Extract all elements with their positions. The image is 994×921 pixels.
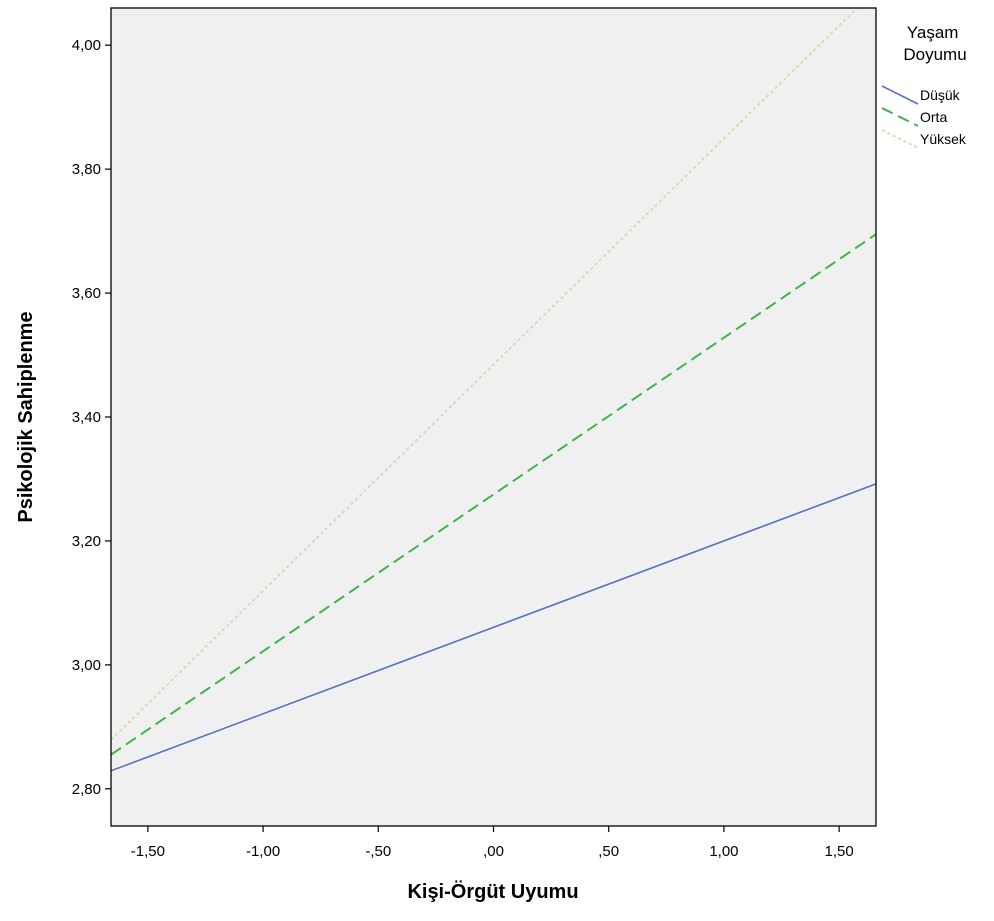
y-axis-title: Psikolojik Sahiplenme: [15, 311, 37, 522]
y-axis: 2,80 3,00 3,20 3,40 3,60 3,80 4,00: [72, 37, 111, 798]
x-axis: -1,50 -1,00 -,50 ,00 ,50 1,00 1,50: [131, 826, 854, 860]
legend-label-düşük: Düşük: [920, 87, 961, 103]
legend-title-line-1: Yaşam: [907, 23, 959, 42]
legend-swatch-düşük: [881, 85, 919, 105]
y-tick-label: 3,00: [72, 657, 101, 674]
legend-title: Yaşam Doyumu: [903, 23, 966, 64]
x-tick-label: 1,00: [709, 843, 738, 860]
legend-title-line-2: Doyumu: [903, 45, 966, 64]
y-tick-label: 4,00: [72, 37, 101, 54]
y-tick-label: 3,20: [72, 533, 101, 550]
series-line-düşük: [111, 483, 876, 772]
x-tick-label: ,00: [483, 843, 504, 860]
x-tick-label: ,50: [598, 843, 619, 860]
series-line-yüksek: [111, 8, 859, 741]
legend: Yaşam Doyumu Düşük Orta Yüksek: [881, 23, 967, 149]
legend-swatch-orta: [881, 107, 919, 127]
x-tick-label: -,50: [365, 843, 391, 860]
y-tick-label: 3,80: [72, 161, 101, 178]
y-tick-label: 3,60: [72, 285, 101, 302]
x-tick-label: -1,50: [131, 843, 165, 860]
legend-label-orta: Orta: [920, 109, 947, 125]
x-axis-title: Kişi-Örgüt Uyumu: [407, 880, 578, 903]
x-tick-label: 1,50: [825, 843, 854, 860]
plot-background: [111, 8, 876, 826]
legend-items: Düşük Orta Yüksek: [881, 85, 967, 149]
legend-swatch-yüksek: [881, 129, 919, 149]
series-line-orta: [111, 233, 876, 756]
legend-label-yüksek: Yüksek: [920, 131, 967, 147]
y-tick-label: 2,80: [72, 781, 101, 798]
y-tick-label: 3,40: [72, 409, 101, 426]
x-tick-label: -1,00: [246, 843, 280, 860]
series-layer: [111, 8, 876, 772]
